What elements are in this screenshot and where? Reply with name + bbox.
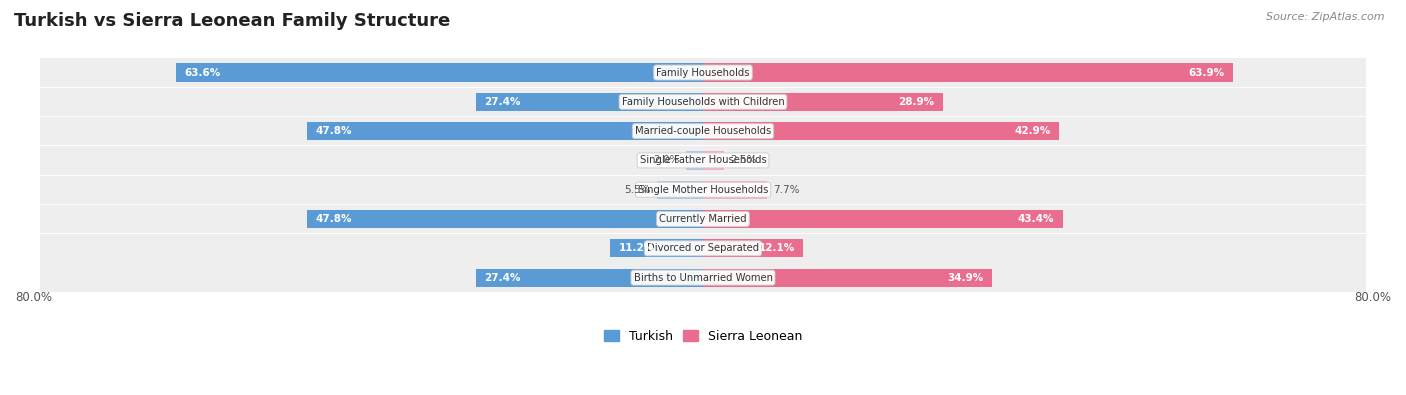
Text: 80.0%: 80.0% [15,291,52,304]
Text: Family Households with Children: Family Households with Children [621,97,785,107]
Bar [658,181,703,199]
Text: 7.7%: 7.7% [773,185,800,195]
Text: Single Father Households: Single Father Households [640,155,766,166]
Text: Single Mother Households: Single Mother Households [638,185,768,195]
Bar [39,88,1367,116]
Bar [475,93,703,111]
Bar [686,151,703,169]
Legend: Turkish, Sierra Leonean: Turkish, Sierra Leonean [599,325,807,348]
Bar [703,210,1063,228]
Bar [39,58,1367,87]
Bar [39,146,1367,175]
Text: Divorced or Separated: Divorced or Separated [647,243,759,253]
Text: 2.0%: 2.0% [654,155,679,166]
Bar [610,239,703,258]
Text: 80.0%: 80.0% [1354,291,1391,304]
Text: 43.4%: 43.4% [1018,214,1054,224]
Bar [39,205,1367,233]
Bar [39,234,1367,263]
Bar [39,175,1367,204]
Text: 47.8%: 47.8% [315,126,352,136]
Text: 2.5%: 2.5% [730,155,756,166]
Bar [703,239,803,258]
Bar [39,263,1367,292]
Bar [703,181,766,199]
Text: Family Households: Family Households [657,68,749,77]
Bar [703,269,993,287]
Bar [703,151,724,169]
Text: 63.9%: 63.9% [1188,68,1225,77]
Text: 34.9%: 34.9% [948,273,984,282]
Text: 63.6%: 63.6% [184,68,221,77]
Text: Source: ZipAtlas.com: Source: ZipAtlas.com [1267,12,1385,22]
Text: 42.9%: 42.9% [1014,126,1050,136]
Bar [703,122,1059,140]
Bar [176,64,703,82]
Text: 47.8%: 47.8% [315,214,352,224]
Text: Turkish vs Sierra Leonean Family Structure: Turkish vs Sierra Leonean Family Structu… [14,12,450,30]
Bar [475,269,703,287]
Bar [307,210,703,228]
Text: Married-couple Households: Married-couple Households [636,126,770,136]
Text: 28.9%: 28.9% [898,97,934,107]
Text: 11.2%: 11.2% [619,243,655,253]
Text: Births to Unmarried Women: Births to Unmarried Women [634,273,772,282]
Text: 27.4%: 27.4% [484,97,520,107]
Bar [39,117,1367,145]
Text: Currently Married: Currently Married [659,214,747,224]
Text: 27.4%: 27.4% [484,273,520,282]
Text: 12.1%: 12.1% [759,243,794,253]
Bar [703,64,1233,82]
Bar [307,122,703,140]
Text: 5.5%: 5.5% [624,185,651,195]
Bar [703,93,942,111]
